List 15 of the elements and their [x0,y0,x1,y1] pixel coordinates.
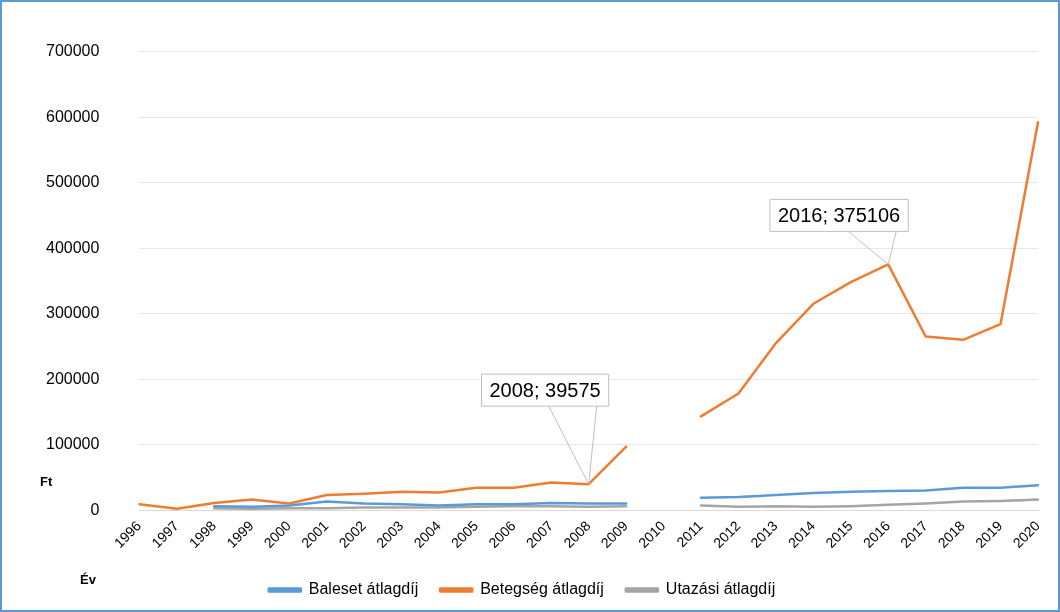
legend-label: Betegség átlagdíj [480,580,604,598]
y-axis-title: Ft [40,474,53,490]
y-tick-label: 500000 [46,173,100,191]
y-tick-label: 0 [90,500,100,518]
y-tick-label: 200000 [46,369,100,387]
y-tick-label: 400000 [46,238,100,256]
annotation: 2008; 39575 [489,378,601,401]
x-axis-title: Év [80,571,97,587]
y-tick-label: 700000 [46,42,100,60]
y-tick-label: 600000 [46,107,100,125]
y-tick-label: 100000 [46,435,100,452]
y-tick-label: 300000 [46,304,100,322]
annotation: 2016; 375106 [777,203,901,226]
legend-label: Baleset átlagdíj [308,580,419,598]
legend-label: Utazási átlagdíj [665,580,776,598]
